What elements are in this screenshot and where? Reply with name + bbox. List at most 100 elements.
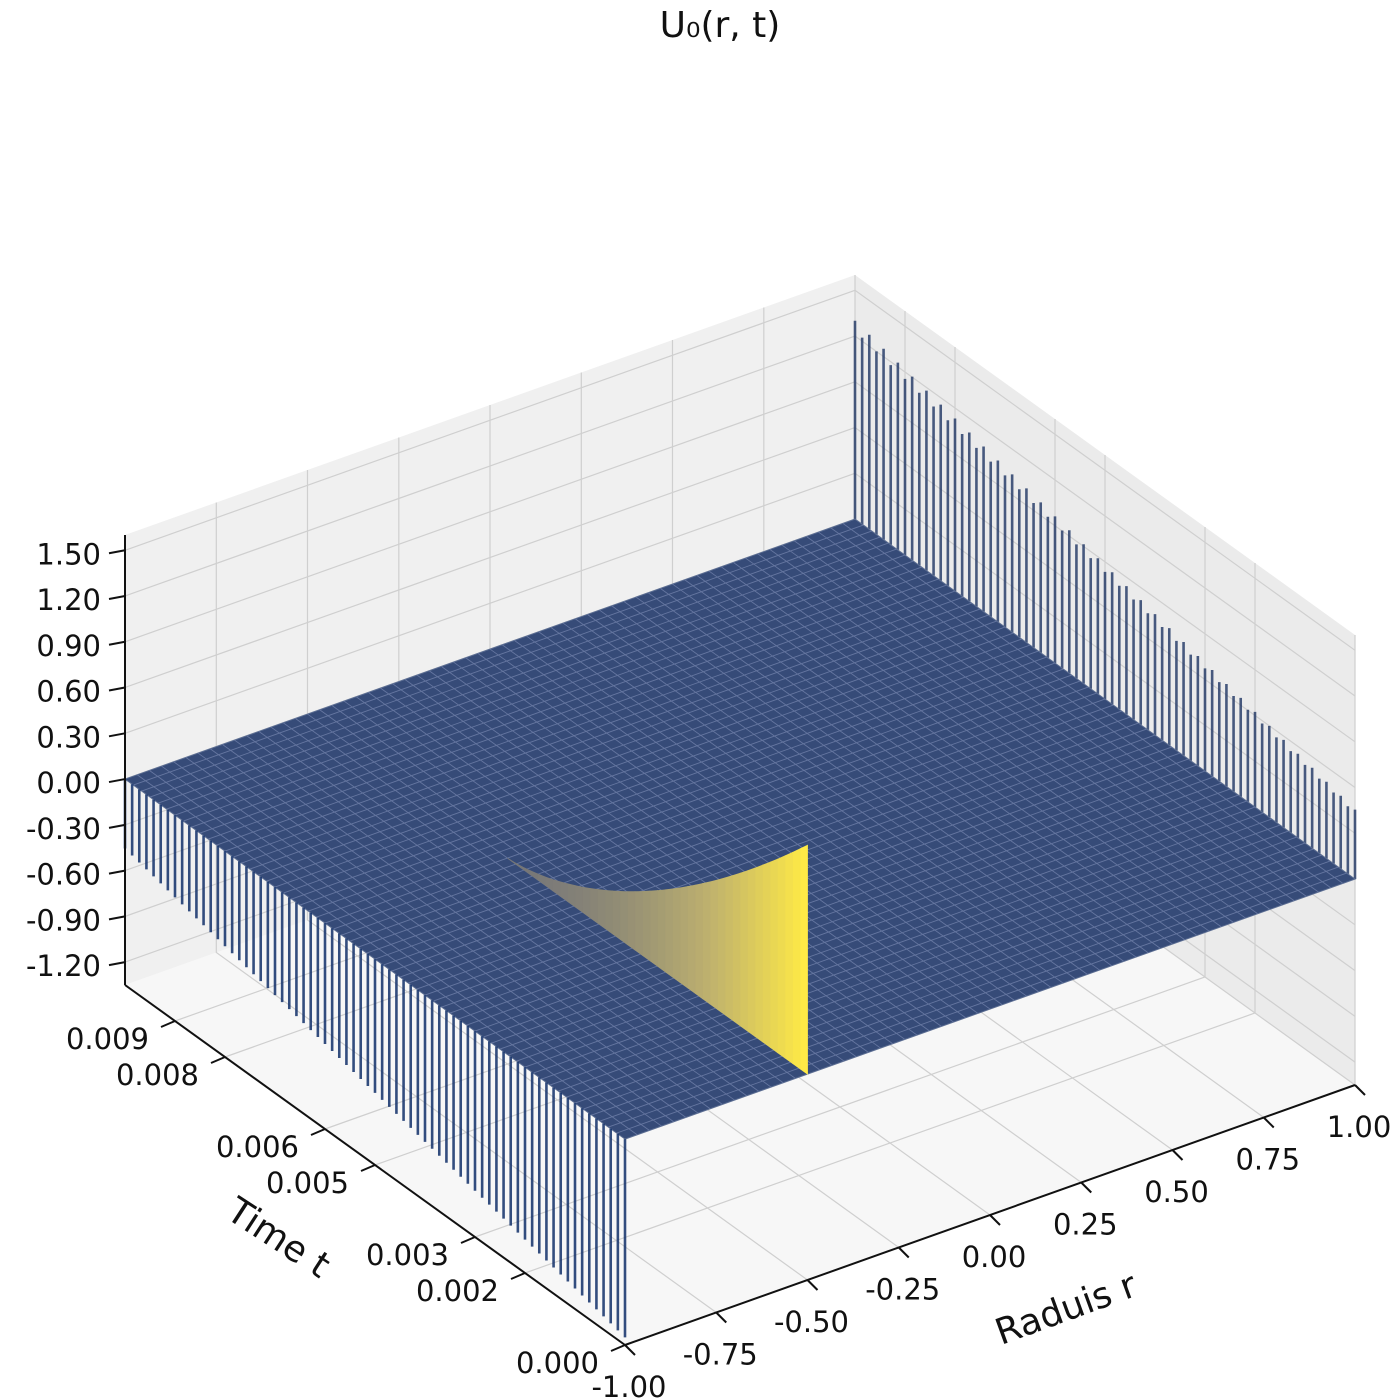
peak-sheet (784, 851, 793, 1065)
mesh-line-t (599, 860, 1331, 1122)
peak-sheet (634, 891, 643, 957)
mesh-line-t (524, 806, 1256, 1068)
x-tick-label: -0.75 (683, 1338, 758, 1372)
mesh-line-t (299, 644, 1031, 906)
x-tick-label: -0.25 (865, 1273, 940, 1307)
mesh-line-t (258, 614, 989, 876)
mesh-line-t (449, 752, 1181, 1014)
mesh-line-t (141, 530, 872, 792)
mesh-line-t (133, 524, 864, 786)
peak-sheet (799, 844, 808, 1075)
y-tick (210, 1056, 226, 1064)
mesh-line-t (291, 638, 1022, 900)
peak-sheet (507, 857, 516, 865)
mesh-line-t (341, 674, 1072, 936)
x-tick (1354, 1084, 1366, 1096)
mesh-line-t (274, 626, 1006, 888)
mesh-line-t (216, 584, 947, 846)
peak-sheet (687, 884, 696, 994)
peak-sheet (627, 891, 636, 951)
mesh-line-t (149, 536, 881, 798)
x-tick-label: 0.25 (1053, 1208, 1118, 1242)
z-tick (108, 961, 126, 967)
y-tick (460, 1236, 476, 1244)
mesh-line-t (241, 602, 972, 864)
peak-sheet (597, 889, 606, 930)
mesh-line-t (616, 872, 1347, 1134)
z-tick (108, 595, 126, 600)
mesh-line-t (474, 770, 1206, 1032)
x-tick-label: 0.50 (1144, 1175, 1209, 1209)
mesh-line-t (266, 620, 997, 882)
z-tick (108, 915, 126, 921)
mesh-line-t (191, 566, 922, 828)
mesh-line-t (583, 848, 1314, 1110)
mesh-line-t (608, 866, 1339, 1128)
x-tick (989, 1214, 1001, 1226)
x-tick (715, 1311, 727, 1324)
y-tick-label: 0.009 (66, 1022, 149, 1056)
mesh-line-t (383, 704, 1114, 966)
peak-sheet (709, 879, 718, 1011)
grid-line-z (124, 289, 1356, 651)
z-tick (108, 640, 126, 646)
y-tick-label: 0.006 (216, 1130, 299, 1164)
z-tick (108, 549, 126, 555)
mesh-line-t (374, 698, 1106, 960)
mesh-line-t (349, 680, 1081, 942)
mesh-line-t (541, 818, 1272, 1080)
x-tick (1171, 1149, 1184, 1161)
mesh-line-t (516, 800, 1247, 1062)
mesh-line-t (491, 782, 1222, 1044)
mesh-line-t (574, 842, 1306, 1104)
y-axis-label: Time t (219, 1190, 338, 1287)
x-tick (1080, 1181, 1092, 1194)
mesh-line-t (399, 716, 1131, 978)
peak-sheet (732, 872, 741, 1027)
y-tick (360, 1164, 376, 1172)
mesh-line-t (483, 776, 1214, 1038)
y-tick (160, 1020, 176, 1028)
mesh-line-t (208, 578, 939, 840)
peak-sheet (762, 861, 771, 1048)
mesh-line-t (249, 608, 981, 870)
z-tick (108, 732, 126, 738)
x-tick (806, 1279, 819, 1291)
peak-sheet (724, 875, 733, 1021)
mesh-line-t (316, 656, 1047, 918)
z-tick-label: -0.90 (26, 903, 101, 937)
grid-line-x (215, 502, 717, 1313)
mesh-line-t (549, 824, 1281, 1086)
mesh-line-t (458, 758, 1189, 1020)
peak-sheet (612, 890, 621, 940)
x-tick-label: -0.50 (774, 1305, 849, 1339)
peak-sheet (657, 889, 666, 973)
mesh-line-t (158, 542, 889, 804)
mesh-line-t (358, 686, 1089, 948)
peak-sheet (604, 889, 613, 935)
mesh-line-t (558, 830, 1289, 1092)
y-tick-label: 0.000 (516, 1346, 599, 1380)
x-tick-label: 0.75 (1235, 1143, 1300, 1177)
mesh-line-t (183, 560, 914, 822)
mesh-line-t (283, 632, 1014, 894)
mesh-line-t (333, 668, 1064, 930)
peak-sheet (702, 881, 711, 1005)
peak-sheet (694, 883, 703, 1000)
z-tick-label: 0.60 (36, 675, 101, 709)
peak-sheet (747, 867, 756, 1038)
grid-line-x (306, 470, 808, 1281)
z-tick-label: 0.00 (36, 766, 101, 800)
peak-sheet (589, 888, 598, 924)
surface-mesh (123, 320, 1357, 1338)
y-tick (310, 1128, 326, 1136)
x-tick-label: 0.00 (962, 1240, 1027, 1274)
peak-sheet (582, 886, 591, 919)
z-tick (108, 778, 126, 784)
peak-sheet (777, 855, 786, 1059)
mesh-line-t (499, 788, 1231, 1050)
mesh-line-t (233, 596, 964, 858)
mesh-line-t (324, 662, 1056, 924)
mesh-line-t (508, 794, 1239, 1056)
